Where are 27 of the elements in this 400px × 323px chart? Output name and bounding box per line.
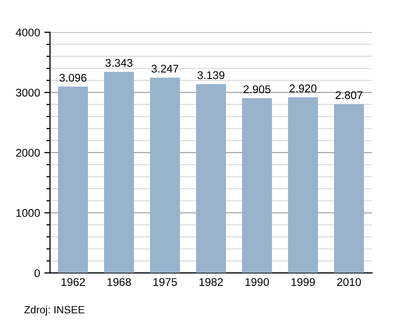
bar — [242, 98, 272, 273]
data-label: 3.343 — [106, 58, 132, 67]
x-tick-label: 1990 — [245, 278, 269, 286]
y-tick-label: 0 — [34, 269, 40, 278]
x-tick-label: 1982 — [199, 278, 223, 286]
bar — [104, 72, 134, 273]
data-label: 3.247 — [152, 64, 178, 73]
y-tick-label: 1000 — [16, 209, 40, 217]
bar — [334, 104, 364, 273]
data-label: 2.920 — [290, 84, 316, 92]
y-tick-label: 3000 — [16, 88, 40, 97]
bar — [150, 78, 180, 273]
bar — [196, 84, 226, 273]
x-tick-label: 1999 — [291, 278, 315, 286]
x-tick-label: 1962 — [61, 278, 85, 286]
bar — [288, 97, 318, 273]
x-tick-label: 1975 — [153, 278, 177, 286]
x-tick-label: 1968 — [107, 278, 131, 286]
y-tick-label: 4000 — [16, 28, 40, 36]
data-label: 2.807 — [336, 91, 362, 100]
y-tick-label: 2000 — [16, 148, 40, 157]
data-label: 2.905 — [244, 85, 270, 94]
data-label: 3.139 — [198, 71, 224, 80]
text: Zdroj: INSEE — [24, 306, 84, 316]
data-label: 3.096 — [60, 74, 86, 82]
bar — [58, 86, 88, 273]
x-tick-label: 2010 — [337, 278, 361, 286]
